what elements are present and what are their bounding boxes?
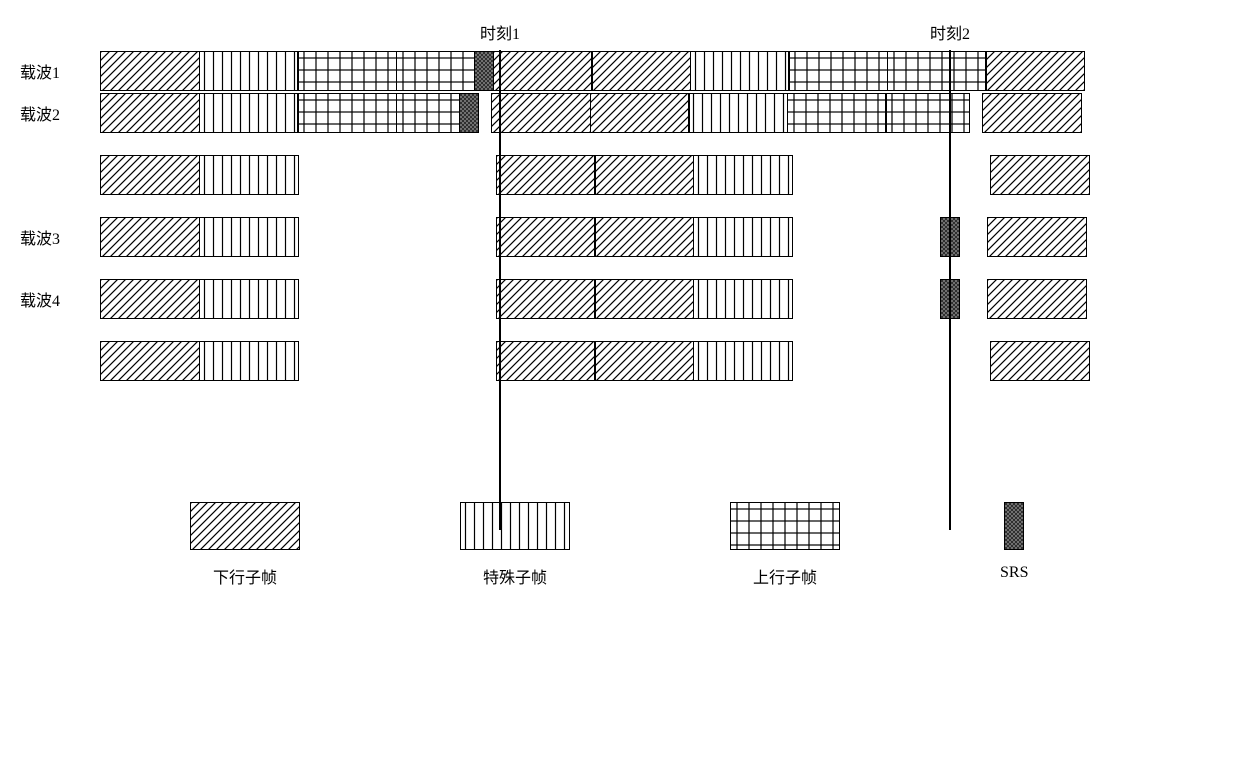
subframe-downlink (982, 93, 1082, 133)
subframe-special (690, 51, 790, 91)
subframe-downlink (496, 279, 596, 319)
subframe-downlink (590, 93, 690, 133)
subframe-special (199, 279, 299, 319)
subframe-downlink (987, 217, 1087, 257)
subframe-downlink (100, 341, 200, 381)
subframe-downlink (591, 51, 691, 91)
subframe-uplink (885, 93, 970, 133)
subframe-downlink (100, 155, 200, 195)
subframe-downlink (100, 217, 200, 257)
diagram-container: 时刻1 时刻2 载波1载波2载波3载波4 下行子帧特殊子帧上行子帧SRS (20, 20, 1220, 588)
segments (100, 279, 1085, 319)
time-labels-row: 时刻1 时刻2 (100, 20, 1220, 50)
subframe-none (297, 155, 497, 195)
carrier-label: 载波1 (20, 59, 90, 83)
subframe-special (199, 217, 299, 257)
subframe-downlink (491, 93, 591, 133)
subframe-uplink (787, 93, 887, 133)
subframe-downlink (100, 93, 200, 133)
subframe-none (791, 217, 941, 257)
subframe-downlink (100, 279, 200, 319)
carrier-row: 载波4 (100, 278, 1220, 320)
subframe-none (297, 341, 497, 381)
time-label-1: 时刻1 (480, 20, 520, 44)
subframe-none (958, 279, 988, 319)
time-label-2: 时刻2 (930, 20, 970, 44)
carrier-row (100, 154, 1220, 196)
legend-swatch-downlink (190, 502, 300, 550)
subframe-special (199, 341, 299, 381)
subframe-special (693, 155, 793, 195)
subframe-srs (474, 51, 494, 91)
subframe-downlink (990, 155, 1090, 195)
segments (100, 93, 1081, 133)
subframe-downlink (493, 51, 593, 91)
carrier-rows: 载波1载波2 载波3 载波4 (100, 50, 1220, 382)
subframe-uplink (788, 51, 888, 91)
subframe-special (688, 93, 788, 133)
carrier-row: 载波2 (100, 92, 1220, 134)
segments (100, 341, 1088, 381)
subframe-uplink (297, 93, 397, 133)
segments (100, 51, 1084, 91)
subframe-special (693, 217, 793, 257)
subframe-special (199, 93, 299, 133)
subframe-downlink (496, 217, 596, 257)
subframe-none (297, 279, 497, 319)
subframe-downlink (594, 279, 694, 319)
subframe-uplink (297, 51, 397, 91)
subframe-downlink (100, 51, 200, 91)
subframe-downlink (987, 279, 1087, 319)
subframe-special (693, 341, 793, 381)
subframe-downlink (985, 51, 1085, 91)
subframe-downlink (594, 217, 694, 257)
subframe-none (791, 341, 991, 381)
carrier-row: 载波1 (100, 50, 1220, 92)
subframe-downlink (594, 341, 694, 381)
subframe-downlink (990, 341, 1090, 381)
subframe-none (791, 279, 941, 319)
subframe-uplink (887, 51, 987, 91)
carrier-label: 载波4 (20, 287, 90, 311)
subframe-special (199, 155, 299, 195)
subframe-downlink (496, 155, 596, 195)
subframe-uplink (396, 93, 461, 133)
time-line-2 (949, 50, 951, 530)
carrier-row (100, 340, 1220, 382)
legend-swatch-special (460, 502, 570, 550)
subframe-srs (459, 93, 479, 133)
subframe-uplink (396, 51, 476, 91)
carrier-row: 载波3 (100, 216, 1220, 258)
segments (100, 217, 1085, 257)
subframe-none (958, 217, 988, 257)
legend-swatch-uplink (730, 502, 840, 550)
carrier-label: 载波3 (20, 225, 90, 249)
subframe-none (791, 155, 991, 195)
subframe-special (199, 51, 299, 91)
subframe-downlink (496, 341, 596, 381)
subframe-downlink (594, 155, 694, 195)
carrier-label: 载波2 (20, 101, 90, 125)
chart-area: 时刻1 时刻2 载波1载波2 载波3 载波4 (100, 20, 1220, 382)
time-line-1 (499, 50, 501, 530)
subframe-none (297, 217, 497, 257)
segments (100, 155, 1088, 195)
subframe-special (693, 279, 793, 319)
legend-swatch-srs (1004, 502, 1024, 550)
